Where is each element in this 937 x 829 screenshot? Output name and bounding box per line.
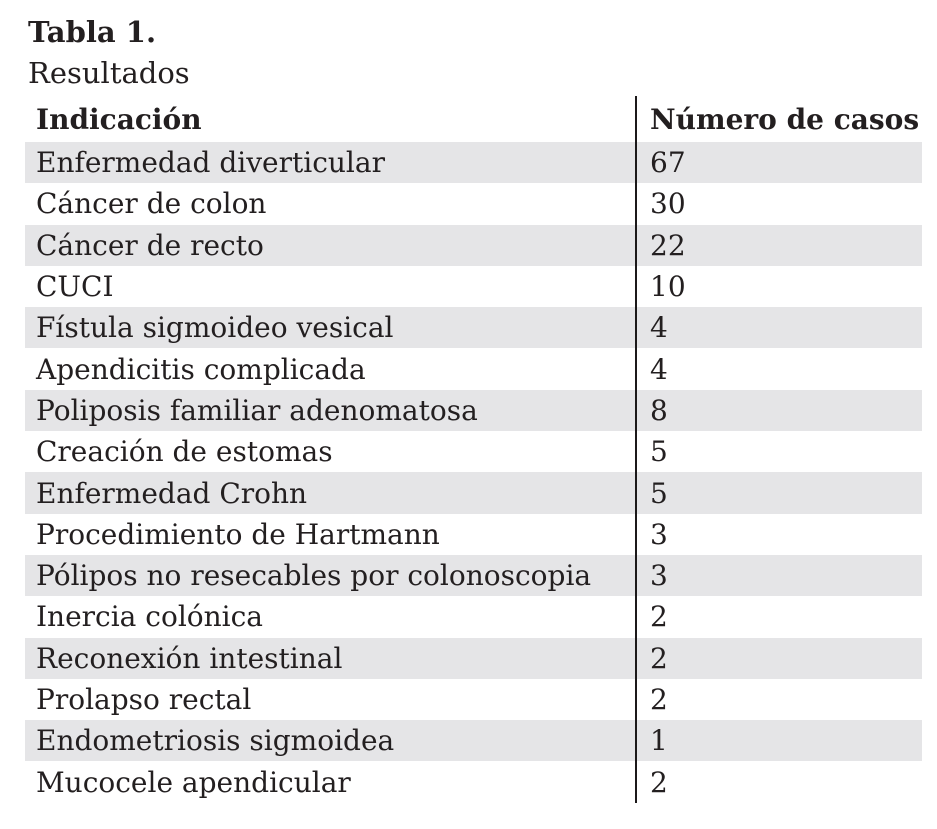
- table-row: Prolapso rectal 2: [25, 678, 922, 721]
- cases-cell: 5: [635, 431, 922, 473]
- indication-cell: Poliposis familiar adenomatosa: [36, 393, 478, 427]
- indication-cell: Creación de estomas: [36, 435, 333, 469]
- indication-cell: Reconexión intestinal: [36, 641, 343, 675]
- cases-cell: 10: [635, 265, 922, 308]
- table-row: Apendicitis complicada 4: [25, 348, 922, 390]
- cases-cell: 67: [635, 142, 922, 184]
- table-row: Enfermedad diverticular 67: [25, 142, 922, 184]
- cases-cell: 22: [635, 224, 922, 266]
- table-row: Reconexión intestinal 2: [25, 637, 922, 679]
- indication-cell: Fístula sigmoideo vesical: [36, 311, 394, 345]
- table-row: Enfermedad Crohn 5: [25, 472, 922, 514]
- indication-cell: Endometriosis sigmoidea: [36, 724, 395, 758]
- cases-cell: 8: [635, 389, 922, 432]
- indication-cell: Enfermedad Crohn: [36, 476, 308, 510]
- cases-cell: 3: [635, 554, 922, 597]
- cases-cell: 30: [635, 183, 922, 225]
- table-row: CUCI 10: [25, 265, 922, 308]
- indication-cell: Cáncer de colon: [36, 187, 267, 221]
- indication-cell: Procedimiento de Hartmann: [36, 517, 440, 551]
- page: Tabla 1. Resultados Indicación Número de…: [25, 15, 922, 803]
- cases-cell: 4: [635, 348, 922, 390]
- cases-cell: 5: [635, 472, 922, 514]
- cases-cell: 3: [635, 513, 922, 555]
- table-row: Mucocele apendicular 2: [25, 761, 922, 803]
- indication-cell: Mucocele apendicular: [36, 765, 351, 799]
- table-row: Fístula sigmoideo vesical 4: [25, 307, 922, 349]
- cases-cell: 1: [635, 720, 922, 762]
- cases-cell: 2: [635, 761, 922, 803]
- table-title: Tabla 1.: [28, 15, 157, 49]
- table-row: Cáncer de colon 30: [25, 183, 922, 225]
- table-row: Creación de estomas 5: [25, 431, 922, 473]
- indication-cell: Prolapso rectal: [36, 683, 252, 716]
- results-table: Indicación Número de casos Enfermedad di…: [25, 96, 922, 803]
- table-row: Poliposis familiar adenomatosa 8: [25, 389, 922, 432]
- cases-cell: 2: [635, 678, 922, 721]
- indication-cell: Apendicitis complicada: [36, 352, 366, 386]
- indication-cell: Pólipos no resecables por colonoscopia: [36, 559, 592, 593]
- indication-cell: Enfermedad diverticular: [36, 146, 385, 180]
- table-row: Endometriosis sigmoidea 1: [25, 720, 922, 762]
- cases-cell: 2: [635, 637, 922, 679]
- table-row: Pólipos no resecables por colonoscopia 3: [25, 554, 922, 597]
- cases-cell: 2: [635, 596, 922, 638]
- table-subtitle: Resultados: [28, 56, 190, 90]
- column-header-numero-de-casos: Número de casos: [635, 96, 922, 142]
- column-header-indicacion: Indicación: [36, 102, 202, 136]
- table-row: Procedimiento de Hartmann 3: [25, 513, 922, 555]
- indication-cell: CUCI: [36, 270, 114, 304]
- table-header-row: Indicación Número de casos: [25, 96, 922, 142]
- table-row: Inercia colónica 2: [25, 596, 922, 638]
- cases-cell: 4: [635, 307, 922, 349]
- table-body: Enfermedad diverticular 67 Cáncer de col…: [25, 142, 922, 803]
- indication-cell: Inercia colónica: [36, 600, 263, 634]
- indication-cell: Cáncer de recto: [36, 228, 264, 262]
- table-row: Cáncer de recto 22: [25, 224, 922, 266]
